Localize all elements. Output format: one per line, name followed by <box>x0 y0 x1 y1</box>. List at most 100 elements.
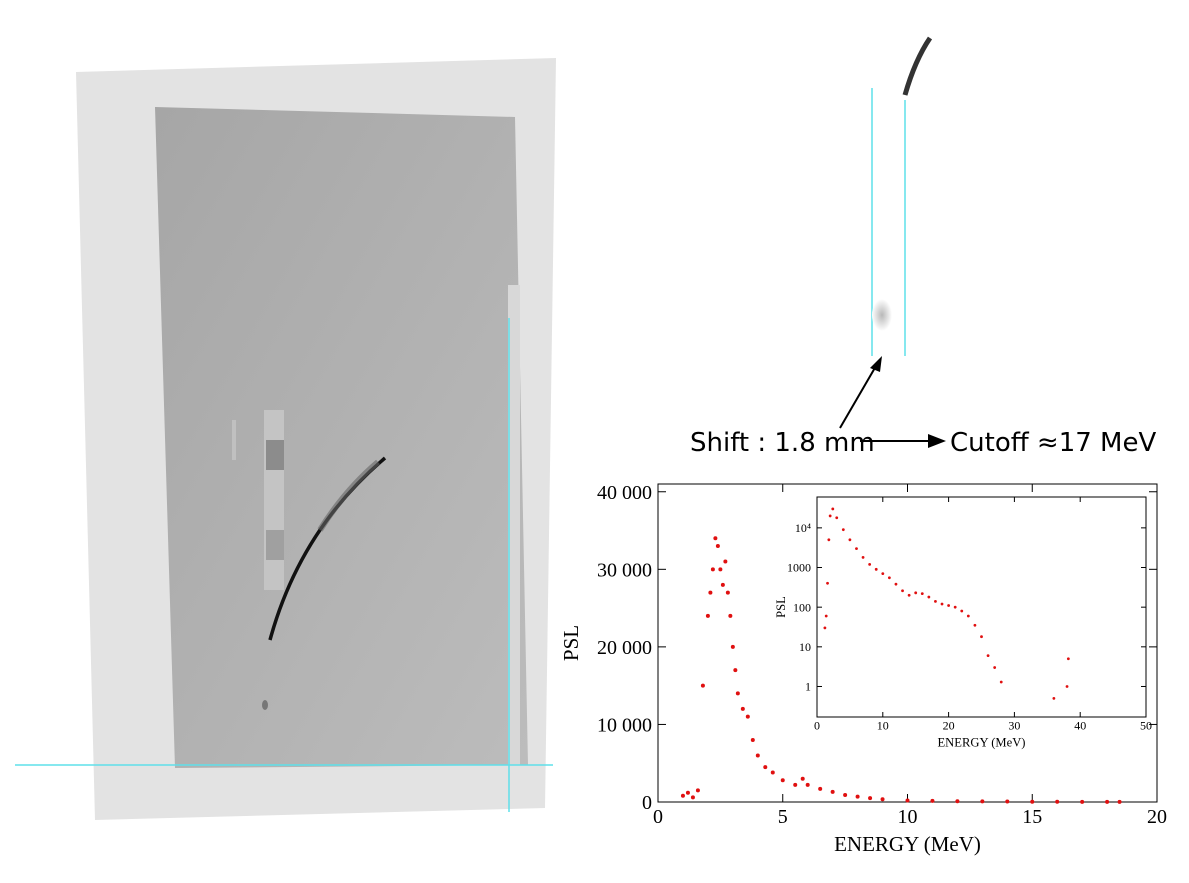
data-point <box>690 795 695 800</box>
data-point <box>720 582 725 587</box>
data-point <box>735 691 740 696</box>
data-point <box>966 614 970 618</box>
data-point <box>713 536 718 541</box>
data-point <box>823 626 827 630</box>
data-point <box>710 567 715 572</box>
y-tick-label: 20 000 <box>597 637 652 659</box>
data-point <box>750 737 755 742</box>
data-point <box>980 635 983 639</box>
data-point <box>685 790 690 795</box>
data-point <box>728 613 733 618</box>
data-point <box>730 644 735 649</box>
data-point <box>800 776 805 781</box>
data-point <box>861 555 865 559</box>
data-point <box>843 793 848 798</box>
x-tick-label: 20 <box>943 719 955 733</box>
data-point <box>940 602 944 606</box>
x-axis-label: ENERGY (MeV) <box>834 832 981 856</box>
y-tick-label: 10 000 <box>597 714 652 736</box>
data-point <box>980 799 985 804</box>
data-point <box>733 668 738 673</box>
data-point <box>934 599 937 603</box>
data-point <box>770 770 775 775</box>
x-tick-label: 40 <box>1074 719 1086 733</box>
data-point <box>887 576 891 580</box>
x-tick-label: 30 <box>1008 719 1020 733</box>
data-point <box>955 799 960 804</box>
data-point <box>874 567 878 571</box>
data-point <box>894 582 898 586</box>
annotation-arrows <box>839 356 946 448</box>
data-point <box>901 589 904 593</box>
image-plate <box>15 58 556 820</box>
y-tick-label: 0 <box>642 792 652 814</box>
y-tick-label: 1000 <box>787 561 811 575</box>
data-point <box>920 592 924 595</box>
data-point <box>723 559 728 564</box>
data-point <box>855 547 858 550</box>
data-point <box>1080 799 1085 804</box>
data-point <box>835 516 839 520</box>
data-point <box>708 590 713 595</box>
x-tick-label: 0 <box>653 806 663 828</box>
shift-label: Shift : 1.8 mm <box>690 428 875 458</box>
plot-area <box>816 496 1147 718</box>
x-axis-label: ENERGY (MeV) <box>937 735 1025 749</box>
data-point <box>715 544 720 549</box>
cutoff-label: Cutoff ≈17 MeV <box>950 428 1156 458</box>
data-point <box>1005 799 1010 804</box>
data-point <box>826 581 829 585</box>
y-tick-label: 30 000 <box>597 559 652 581</box>
data-point <box>818 786 823 791</box>
data-point <box>680 793 685 798</box>
data-point <box>905 798 910 803</box>
zoom-image <box>871 36 933 356</box>
data-point <box>880 797 885 802</box>
data-point <box>1066 657 1070 661</box>
data-point <box>927 595 931 599</box>
data-point <box>805 782 810 787</box>
data-point <box>986 654 990 658</box>
data-point <box>930 798 935 803</box>
data-point <box>1065 685 1069 688</box>
data-point <box>793 782 798 787</box>
data-point <box>1052 697 1056 700</box>
data-point <box>827 538 831 542</box>
data-point <box>848 538 852 542</box>
y-axis-label: PSL <box>774 596 788 618</box>
data-point <box>947 604 950 607</box>
data-point <box>993 666 997 669</box>
data-point <box>1105 799 1110 804</box>
data-point <box>695 788 700 793</box>
data-point <box>780 778 785 783</box>
y-tick-label: 10⁴ <box>795 521 811 535</box>
x-tick-label: 0 <box>814 719 820 733</box>
data-point <box>740 706 745 711</box>
data-point <box>881 572 885 576</box>
data-point <box>718 567 723 572</box>
data-point <box>960 609 964 613</box>
data-point <box>830 789 835 794</box>
data-point <box>1030 799 1035 804</box>
data-point <box>763 765 768 770</box>
data-point <box>914 591 918 595</box>
data-point <box>705 613 710 618</box>
chart: 0 10 20 30 40 50 1 10 100 1000 10⁴ ENERGY (MeV) PSL <box>774 496 1152 749</box>
data-point <box>745 714 750 719</box>
data-point <box>828 514 832 518</box>
x-tick-label: 15 <box>1022 806 1042 828</box>
data-point <box>999 680 1003 684</box>
data-point <box>700 683 705 688</box>
data-point <box>868 562 872 566</box>
data-point <box>755 753 760 758</box>
y-tick-label: 1 <box>805 680 811 694</box>
data-point <box>1117 799 1122 804</box>
data-point <box>831 507 835 511</box>
data-point <box>907 593 911 597</box>
data-point <box>841 528 845 532</box>
y-axis-label: PSL <box>559 625 583 661</box>
y-tick-label: 100 <box>793 600 811 614</box>
x-tick-label: 50 <box>1140 719 1152 733</box>
x-tick-label: 10 <box>877 719 889 733</box>
